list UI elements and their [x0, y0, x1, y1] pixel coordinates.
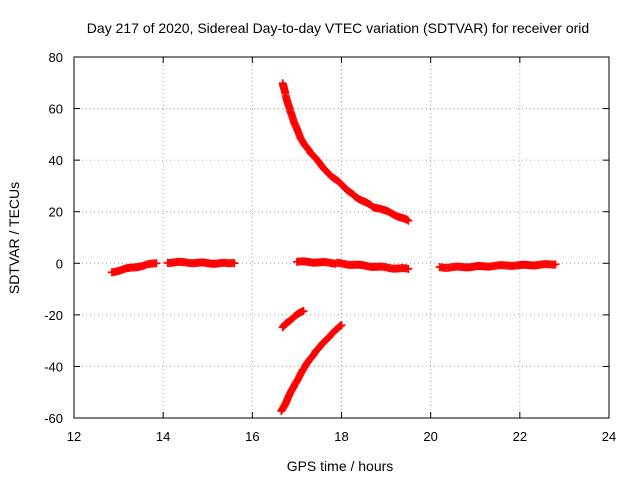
y-tick-label: 0 — [56, 256, 63, 271]
y-tick-label: 60 — [49, 102, 63, 117]
data-segment-4 — [292, 257, 413, 273]
y-tick-label: -60 — [44, 411, 63, 426]
x-tick-label: 14 — [156, 429, 170, 444]
data-point — [299, 306, 308, 315]
chart-title: Day 217 of 2020, Sidereal Day-to-day VTE… — [87, 20, 589, 36]
x-tick-label: 24 — [602, 429, 616, 444]
data-segment-2 — [163, 257, 239, 268]
x-axis-ticks: 12 14 16 18 20 22 24 — [67, 57, 616, 444]
y-tick-label: 80 — [49, 50, 63, 65]
x-tick-label: 16 — [245, 429, 259, 444]
data-segment-5 — [278, 306, 308, 332]
data-point — [404, 264, 413, 273]
data-segment-1 — [107, 259, 161, 277]
data-point — [551, 260, 560, 269]
data-points — [107, 79, 560, 416]
data-segment-7 — [435, 260, 560, 272]
data-point — [152, 259, 161, 268]
grid-lines — [74, 57, 609, 418]
data-point — [337, 321, 346, 330]
x-tick-label: 20 — [423, 429, 437, 444]
y-tick-label: 20 — [49, 205, 63, 220]
data-point — [404, 216, 413, 225]
y-axis-ticks: -60 -40 -20 0 20 40 60 80 — [44, 50, 609, 426]
data-point — [230, 259, 239, 268]
y-tick-label: -40 — [44, 359, 63, 374]
x-tick-label: 18 — [334, 429, 348, 444]
data-segment-6 — [277, 321, 346, 416]
y-tick-label: -20 — [44, 308, 63, 323]
y-tick-label: 40 — [49, 153, 63, 168]
data-segment-3 — [278, 79, 413, 225]
data-point — [403, 215, 412, 224]
x-axis-label: GPS time / hours — [287, 458, 394, 474]
x-tick-label: 22 — [513, 429, 527, 444]
y-axis-label: SDTVAR / TECUs — [6, 182, 22, 294]
x-tick-label: 12 — [67, 429, 81, 444]
